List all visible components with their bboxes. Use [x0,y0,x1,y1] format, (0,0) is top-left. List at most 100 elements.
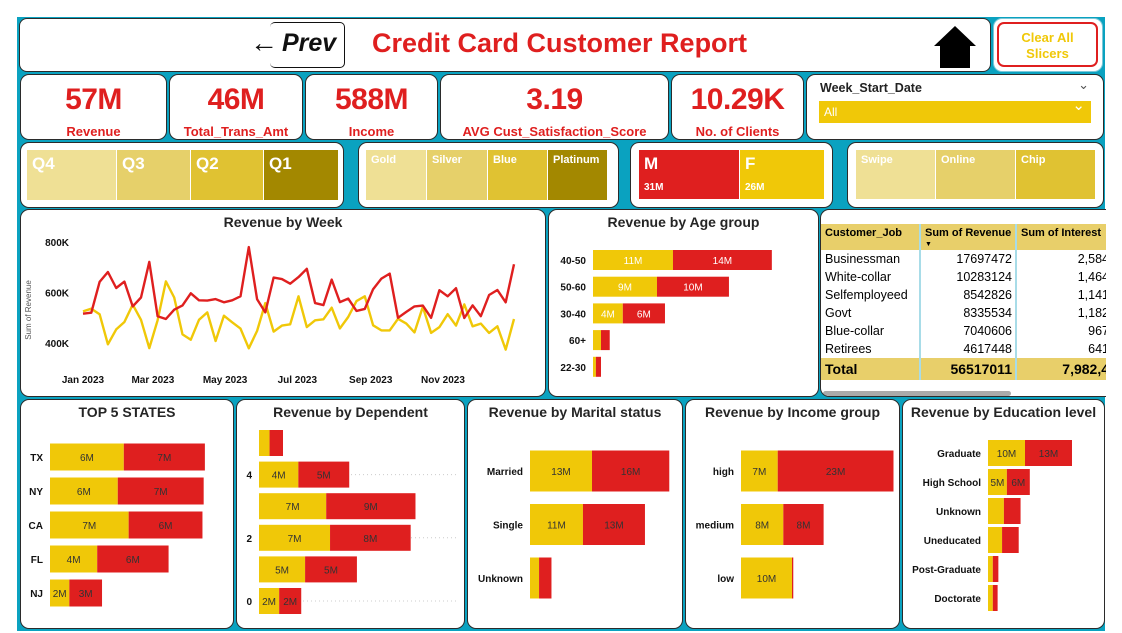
data-label: 5M [275,565,289,576]
slicer-tile-f[interactable]: F 26M [740,150,825,199]
total-label: Total [821,358,921,380]
bar-segment [1002,527,1019,553]
chart-title: Revenue by Dependent [273,404,428,420]
data-label: 23M [826,467,845,478]
tile-label: Chip [1021,154,1046,166]
cell-job: White-collar [821,268,921,286]
data-label: 14M [713,256,732,267]
dropdown-value: All [824,105,838,119]
table-row[interactable]: Selfemployeed 8542826 1,141 [821,286,1106,304]
slicer-tile-gold[interactable]: Gold [366,150,427,200]
slicer-tile-chip[interactable]: Chip [1016,150,1096,199]
slicer-tile-blue[interactable]: Blue [488,150,548,200]
x-tick-label: Jul 2023 [278,375,318,386]
bar-segment [988,527,1003,553]
bar-segment [988,440,1025,466]
column-header-customer-job[interactable]: Customer_Job [821,224,921,250]
tile-label: Swipe [861,154,893,166]
bar-segment [123,443,205,471]
bar-segment [259,588,280,614]
table-row[interactable]: White-collar 10283124 1,464 [821,268,1106,286]
chevron-down-icon[interactable]: ⌄ [1078,77,1089,92]
column-header-sum-of-interest[interactable]: Sum of Interest [1021,227,1102,239]
clear-all-slicers-button[interactable]: Clear All Slicers [997,22,1098,67]
week-start-date-dropdown[interactable]: All ⌄ [819,97,1091,123]
line-series-0 [82,245,516,321]
data-label: 16M [621,467,640,478]
cell-interest: 1,182 [1077,306,1106,320]
cell-revenue: 17697472 [920,250,1017,268]
bar-segment [1025,440,1072,466]
column-header-label: Sum of Revenue [925,227,1012,239]
revenue-by-dependent-chart: Revenue by Dependent 4 4M 5M 7M 9M 2 7M 8M 5M 5M 0 2… [236,399,465,629]
prev-label: Prev [282,29,337,57]
sort-descending-icon: ▼ [925,241,932,248]
category-label: High School [923,478,982,489]
slicer-tile-q2[interactable]: Q2 [191,150,264,200]
bar-segment [672,250,772,270]
data-label: 5M [317,471,331,482]
bar-segment [992,585,998,611]
cell-job: Govt [821,304,921,322]
bar-segment [593,356,596,377]
y-tick-label: 800K [45,238,70,249]
quarter-slicer: Q4 Q3 Q2 Q1 [20,142,344,208]
bar-segment [741,504,784,545]
revenue-by-week-chart: Revenue by Week 800K 600K 400K Jan 2023 Mar … [20,209,546,397]
chart-title: TOP 5 STATES [78,404,176,420]
tile-label: Silver [432,154,462,166]
kpi-total-trans-amt: 46M Total_Trans_Amt [169,74,303,140]
data-label: 9M [618,283,632,294]
prev-button[interactable]: ← Prev [250,19,345,71]
chip-slicer: Swipe Online Chip [847,142,1104,208]
slicer-tile-m[interactable]: M 31M [639,150,740,199]
bar-segment [259,461,299,488]
slicer-tile-q3[interactable]: Q3 [117,150,191,200]
category-label: low [717,574,734,585]
bar-segment [582,504,645,545]
week-start-date-slicer: Week_Start_Date ⌄ All ⌄ [806,74,1104,140]
column-header-sum-of-revenue[interactable]: Sum of Revenue ▼ [920,224,1017,250]
bar-segment [1006,469,1030,495]
slicer-tile-swipe[interactable]: Swipe [856,150,936,199]
kpi-income: 588M Income [305,74,438,140]
slicer-tile-silver[interactable]: Silver [427,150,488,200]
bar-segment [622,303,665,324]
home-icon[interactable] [932,24,978,70]
slicer-tile-q4[interactable]: Q4 [27,150,117,200]
tile-label: Q3 [122,154,145,173]
slicer-tile-q1[interactable]: Q1 [264,150,339,200]
tile-value: 26M [745,182,765,193]
table-total-row: Total 56517011 7,982,4 [821,358,1106,380]
bar-segment [530,504,583,545]
category-label: Unknown [478,574,523,585]
cell-revenue: 10283124 [920,268,1017,286]
data-label: 10M [757,574,776,585]
bar-segment [988,498,1004,524]
kpi-value: 46M [207,83,265,116]
table-row[interactable]: Businessman 17697472 2,584 [821,250,1106,268]
cell-job: Businessman [821,250,921,268]
slicer-tile-online[interactable]: Online [936,150,1016,199]
cell-revenue: 4617448 [920,340,1017,358]
category-label: CA [29,521,43,532]
clear-all-slicers-label: Clear All Slicers [1021,30,1074,61]
data-label: 7M [752,467,766,478]
category-label: Single [493,521,523,532]
data-label: 10M [683,283,702,294]
bar-segment [259,430,270,456]
bar-segment [50,477,118,505]
tile-label: Gold [371,154,397,166]
category-label: 30-40 [560,309,586,320]
bar-segment [530,557,540,599]
horizontal-scrollbar[interactable] [823,391,1011,396]
top-5-states-chart: TOP 5 STATES TX 6M 7M NY 6M 7M CA 7M 6M FL 4M 6M NJ 2M… [20,399,234,629]
table-row[interactable]: Govt 8335534 1,182 [821,304,1106,322]
chart-title: Revenue by Age group [607,214,760,230]
slicer-tile-platinum[interactable]: Platinum [548,150,608,200]
kpi-value: 588M [334,83,409,116]
y-axis-title: Sum of Revenue [24,280,33,340]
category-label: FL [31,555,43,566]
